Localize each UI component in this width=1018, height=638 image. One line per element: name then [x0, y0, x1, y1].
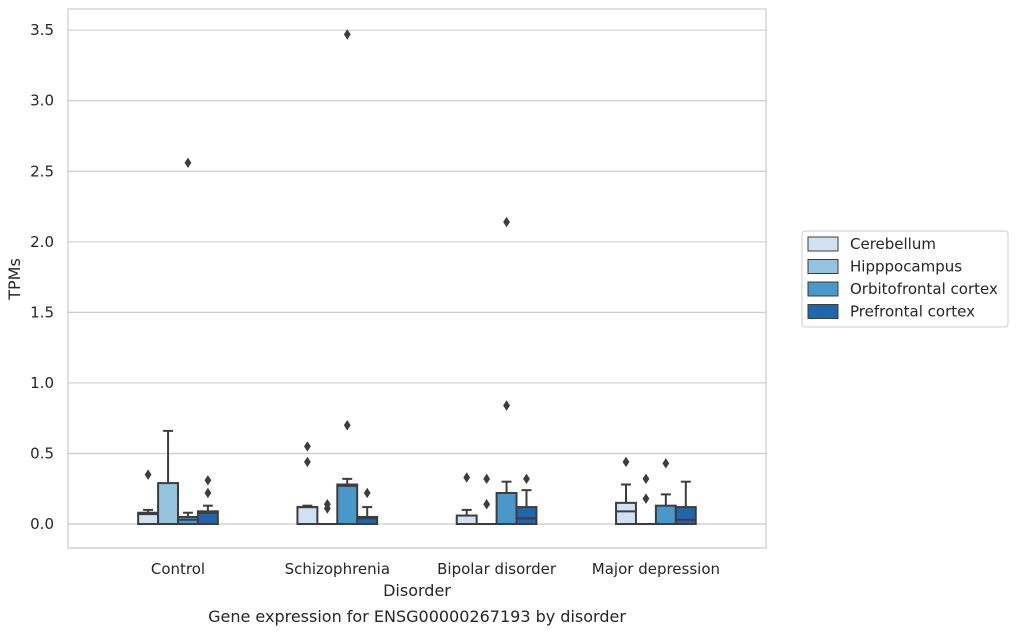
box-rect	[517, 507, 537, 524]
box-0-2	[457, 472, 477, 524]
plot-frame	[68, 9, 766, 548]
box-0-3	[616, 457, 636, 524]
x-axis-title: Disorder	[383, 581, 451, 600]
x-tick-label: Major depression	[592, 560, 720, 578]
box-3-1	[357, 488, 377, 524]
x-tick-label: Control	[151, 560, 205, 578]
y-tick-label: 2.5	[30, 162, 54, 180]
outlier-point	[523, 474, 530, 484]
y-tick-label: 2.0	[30, 233, 54, 251]
outlier-point	[623, 457, 630, 467]
outlier-point	[364, 488, 371, 498]
outlier-point	[145, 469, 152, 479]
chart-caption: Gene expression for ENSG00000267193 by d…	[208, 607, 626, 626]
box-rect	[676, 507, 696, 524]
outlier-point	[304, 457, 311, 467]
x-tick-label: Schizophrenia	[285, 560, 390, 578]
box-2-2	[497, 217, 517, 524]
y-tick-label: 0.5	[30, 444, 54, 462]
box-rect	[616, 503, 636, 524]
outlier-point	[304, 441, 311, 451]
box-3-2	[517, 474, 537, 524]
box-2-0	[178, 158, 198, 524]
box-0-0	[138, 469, 158, 524]
outlier-point	[344, 420, 351, 430]
y-tick-label: 1.0	[30, 374, 54, 392]
box-rect	[457, 516, 477, 524]
y-axis-title: TPMs	[5, 258, 24, 301]
outlier-point	[463, 472, 470, 482]
box-rect	[297, 507, 317, 524]
outlier-point	[483, 474, 490, 484]
outlier-point	[503, 400, 510, 410]
outlier-point	[205, 488, 212, 498]
box-1-1	[317, 499, 337, 524]
box-3-3	[676, 482, 696, 524]
box-2-3	[656, 458, 676, 524]
box-rect	[656, 506, 676, 524]
legend-swatch	[808, 260, 838, 274]
gridlines	[68, 30, 766, 524]
x-tick-labels: Control Schizophrenia Bipolar disorder Majo…	[151, 560, 720, 578]
outlier-point	[662, 458, 669, 468]
legend-label: Hipppocampus	[850, 258, 962, 276]
box-1-2	[477, 474, 497, 524]
legend-label: Orbitofrontal cortex	[850, 280, 998, 298]
box-1-3	[636, 474, 656, 524]
box-rect	[337, 485, 357, 525]
outlier-point	[483, 499, 490, 509]
x-tick-label: Bipolar disorder	[437, 560, 557, 578]
legend: Cerebellum Hipppocampus Orbitofrontal cort…	[802, 231, 1008, 327]
y-tick-label: 3.5	[30, 21, 54, 39]
box-rect	[158, 483, 178, 524]
outlier-point	[503, 217, 510, 227]
outlier-point	[643, 474, 650, 484]
y-tick-label: 0.0	[30, 515, 54, 533]
legend-swatch	[808, 305, 838, 319]
y-tick-label: 3.0	[30, 92, 54, 110]
outlier-point	[205, 475, 212, 485]
y-tick-labels: 0.0 0.5 1.0 1.5 2.0 2.5 3.0 3.5	[30, 21, 54, 533]
box-rect	[497, 493, 517, 524]
box-2-1	[337, 29, 357, 524]
box-1-0	[158, 431, 178, 524]
y-tick-label: 1.5	[30, 303, 54, 321]
outlier-point	[643, 493, 650, 503]
box-3-0	[198, 475, 218, 524]
legend-label: Cerebellum	[850, 235, 936, 253]
plot-area	[138, 29, 696, 524]
legend-swatch	[808, 237, 838, 251]
legend-label: Prefrontal cortex	[850, 303, 975, 321]
outlier-point	[185, 158, 192, 168]
legend-swatch	[808, 282, 838, 296]
